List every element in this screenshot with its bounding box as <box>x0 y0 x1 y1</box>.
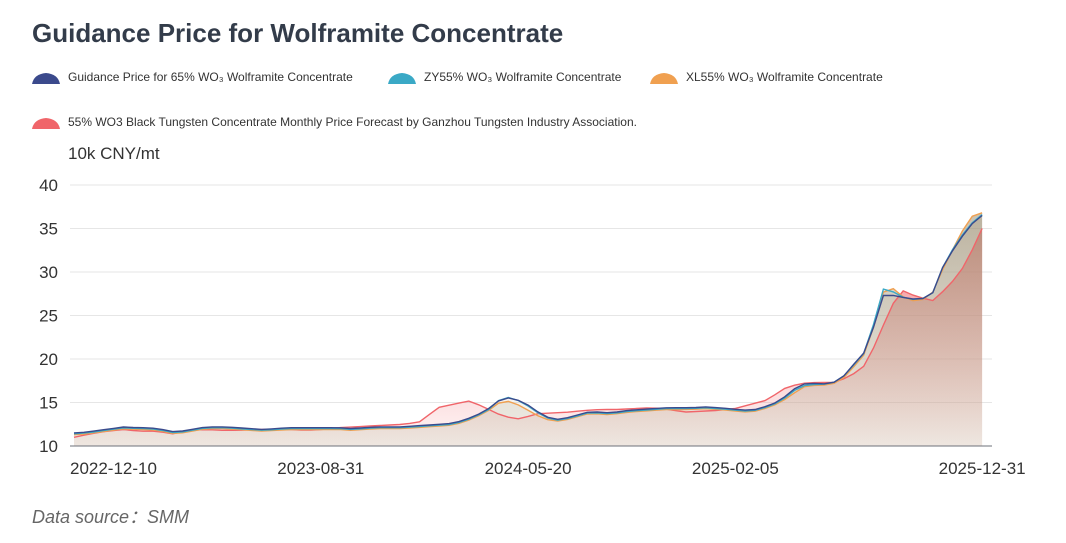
legend-item-forecast[interactable]: 55% WO3 Black Tungsten Concentrate Month… <box>32 115 637 129</box>
line-forecast <box>73 228 983 438</box>
legend-label-forecast: 55% WO3 Black Tungsten Concentrate Month… <box>68 115 637 129</box>
x-tick-label: 2025-02-05 <box>692 459 779 478</box>
line-xl55 <box>73 212 983 436</box>
y-tick-label: 30 <box>39 263 58 282</box>
legend-swatch-65pct <box>32 73 60 84</box>
legend-item-xl55[interactable]: XL55% WO₃ Wolframite Concentrate <box>650 70 883 84</box>
y-tick-label: 40 <box>39 176 58 195</box>
y-tick-label: 35 <box>39 220 58 239</box>
x-tick-label: 2025-12-31 <box>939 459 1026 478</box>
y-tick-label: 25 <box>39 307 58 326</box>
y-tick-label: 15 <box>39 394 58 413</box>
x-tick-label: 2024-05-20 <box>485 459 572 478</box>
legend-swatch-zy55 <box>388 73 416 84</box>
legend-item-65pct[interactable]: Guidance Price for 65% WO₃ Wolframite Co… <box>32 70 353 84</box>
area-xl55 <box>74 212 983 446</box>
area-zy55 <box>74 214 983 446</box>
legend-item-zy55[interactable]: ZY55% WO₃ Wolframite Concentrate <box>388 70 621 84</box>
area-forecast <box>74 228 983 446</box>
legend-label-65pct: Guidance Price for 65% WO₃ Wolframite Co… <box>68 70 353 84</box>
area-65pct <box>74 215 983 446</box>
data-source: Data source：SMM <box>32 507 190 527</box>
legend-swatch-forecast <box>32 118 60 129</box>
x-tick-label: 2023-08-31 <box>277 459 364 478</box>
legend-label-zy55: ZY55% WO₃ Wolframite Concentrate <box>424 70 622 84</box>
line-65pct <box>73 214 983 434</box>
legend-swatch-xl55 <box>650 73 678 84</box>
y-tick-label: 20 <box>39 350 58 369</box>
chart-title: Guidance Price for Wolframite Concentrat… <box>32 18 564 48</box>
legend-label-xl55: XL55% WO₃ Wolframite Concentrate <box>686 70 883 84</box>
y-tick-label: 10 <box>39 437 58 456</box>
y-axis-unit: 10k CNY/mt <box>68 144 160 163</box>
x-tick-label: 2022-12-10 <box>70 459 157 478</box>
line-zy55 <box>73 214 983 435</box>
